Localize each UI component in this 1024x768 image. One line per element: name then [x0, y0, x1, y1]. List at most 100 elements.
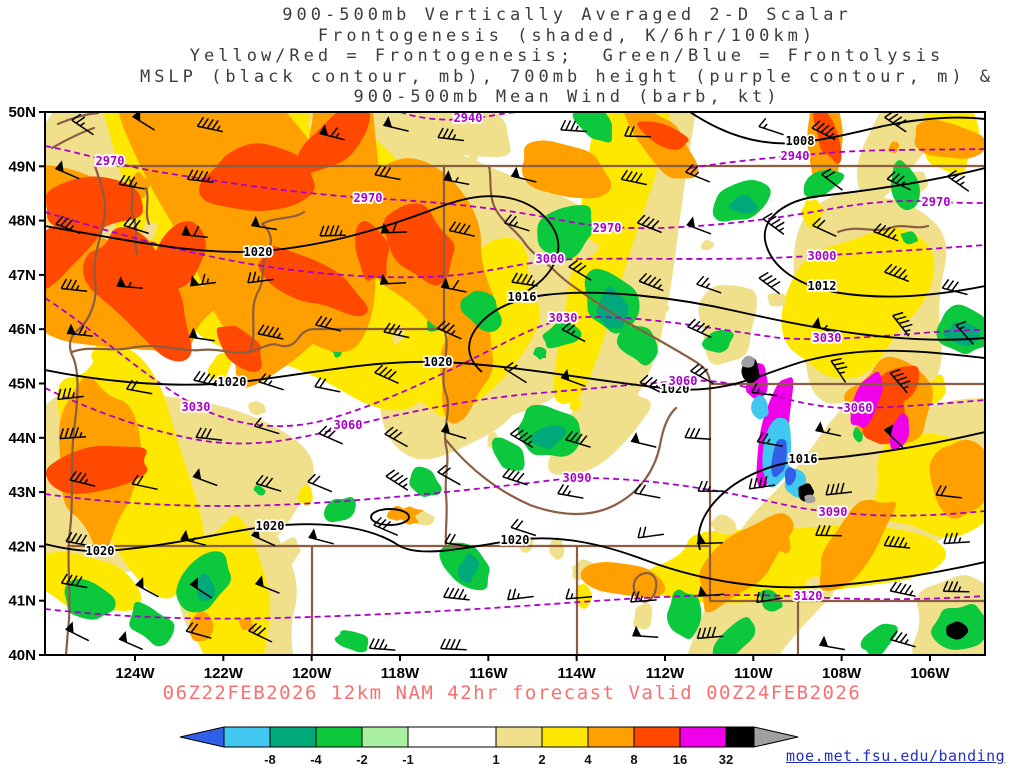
colorbar-arrow-left	[179, 726, 225, 748]
wind-barb	[314, 377, 341, 393]
shading-blob-red	[45, 176, 143, 233]
wind-barb	[634, 483, 661, 499]
colorbar-segment-yellow	[541, 726, 589, 748]
shading-speckle	[900, 231, 918, 245]
wind-barb	[380, 222, 407, 234]
wind-barb	[821, 168, 843, 191]
wind-barb	[131, 474, 158, 491]
height-contour-label: 3060	[334, 418, 363, 432]
mslp-contour-label: 1020	[256, 519, 285, 533]
wind-barb	[374, 364, 399, 384]
wind-barb	[60, 573, 88, 589]
height-contour-label: 3030	[813, 331, 842, 345]
wind-barb	[696, 275, 722, 294]
wind-barb	[186, 169, 214, 184]
wind-barb	[383, 322, 410, 339]
wind-barb	[941, 278, 968, 296]
height-contour-label: 3000	[808, 249, 837, 263]
shading-speckle	[324, 497, 356, 523]
wind-barb	[507, 588, 534, 601]
border-path	[442, 327, 450, 548]
wind-barb	[55, 215, 81, 235]
wind-barb	[437, 127, 464, 142]
lat-tick-label: 49N	[8, 158, 36, 175]
wind-barb	[889, 368, 911, 394]
shading-speckle	[253, 485, 266, 496]
mslp-contour	[45, 523, 985, 589]
wind-barb	[632, 625, 659, 639]
wind-barb	[448, 221, 475, 237]
title-line-4: MSLP (black contour, mb), 700mb height (…	[139, 66, 995, 87]
shading-speckle	[767, 293, 786, 307]
lon-tick-label: 118W	[381, 665, 420, 682]
wind-barb	[942, 581, 970, 593]
wind-barb	[687, 318, 712, 339]
colorbar-tick-label: 8	[630, 752, 637, 767]
wind-barb	[188, 327, 215, 342]
wind-barb	[935, 485, 962, 499]
border-path	[50, 126, 96, 150]
colorbar-segment-teal	[269, 726, 317, 748]
colorbar-tick-label: -4	[310, 752, 322, 767]
height-contour-label: 2970	[354, 191, 383, 205]
shading-speckle	[141, 220, 158, 240]
wind-barb	[620, 169, 647, 186]
wind-barb	[819, 635, 846, 651]
shading-blob-green	[542, 322, 582, 349]
wind-barb	[257, 324, 284, 340]
site-link[interactable]: moe.met.fsu.edu/banding	[786, 747, 1006, 765]
wind-barb	[126, 379, 153, 395]
colorbar-tick-label: 1	[492, 752, 499, 767]
shading-blob-red	[83, 227, 192, 362]
lon-tick-label: 122W	[204, 665, 244, 682]
wind-barb	[384, 426, 408, 448]
shading-blob-green	[460, 290, 502, 333]
colorbar-segment-lightgreen	[361, 726, 409, 748]
wind-barb	[560, 369, 586, 388]
wind-barb	[815, 525, 842, 537]
wind-barb	[307, 473, 333, 493]
shading-blob-khaki	[698, 285, 757, 365]
height-contour	[689, 148, 985, 169]
shading-blob-orange	[521, 140, 612, 199]
shading-speckle	[533, 346, 547, 360]
shading-blob-teal	[728, 195, 758, 214]
title-line-2: Frontogenesis (shaded, K/6hr/100km)	[317, 25, 817, 46]
wind-barb	[560, 119, 587, 133]
wind-barb	[756, 432, 784, 448]
axis-labels: 50N 49N 48N 47N 46N 45N 44N 43N 42N 41N 40N 124W 122…	[8, 104, 950, 682]
wind-barb	[444, 533, 471, 548]
wind-barb	[308, 528, 334, 545]
wind-barb	[955, 320, 975, 345]
wind-barb	[374, 165, 401, 181]
height-contour	[45, 594, 985, 620]
mslp-contour-label: 1020	[86, 544, 115, 558]
wind-barb	[116, 276, 143, 289]
mslp-contour-label: 1016	[508, 290, 537, 304]
wind-barb	[557, 484, 584, 499]
wind-barb	[385, 469, 409, 491]
colorbar-segment-cyan	[223, 726, 271, 748]
wind-barb	[697, 480, 725, 492]
wind-barb	[890, 630, 916, 648]
shading-blob-orange	[439, 307, 494, 424]
wind-barb	[319, 124, 345, 141]
shading-blob-green	[334, 630, 369, 653]
colorbar-tick-label: -2	[356, 752, 368, 767]
shading-blob-green	[409, 466, 442, 497]
shading-blob-red	[258, 246, 368, 317]
shading-blob-cyan	[751, 395, 769, 420]
shading-blob-green	[803, 169, 845, 199]
wind-barb	[443, 587, 470, 601]
height-contour	[45, 211, 985, 279]
shading-blob-green	[491, 437, 525, 471]
lon-tick-label: 108W	[822, 665, 862, 682]
lat-tick-label: 43N	[8, 484, 36, 501]
height-contour-label: 2970	[96, 154, 125, 168]
height-contour-label: 3060	[669, 374, 698, 388]
colorbar-segment-white	[407, 726, 497, 748]
wind-barb	[884, 112, 907, 133]
wind-barb	[748, 475, 776, 490]
wind-barb	[758, 271, 781, 295]
lat-tick-label: 48N	[8, 213, 36, 230]
